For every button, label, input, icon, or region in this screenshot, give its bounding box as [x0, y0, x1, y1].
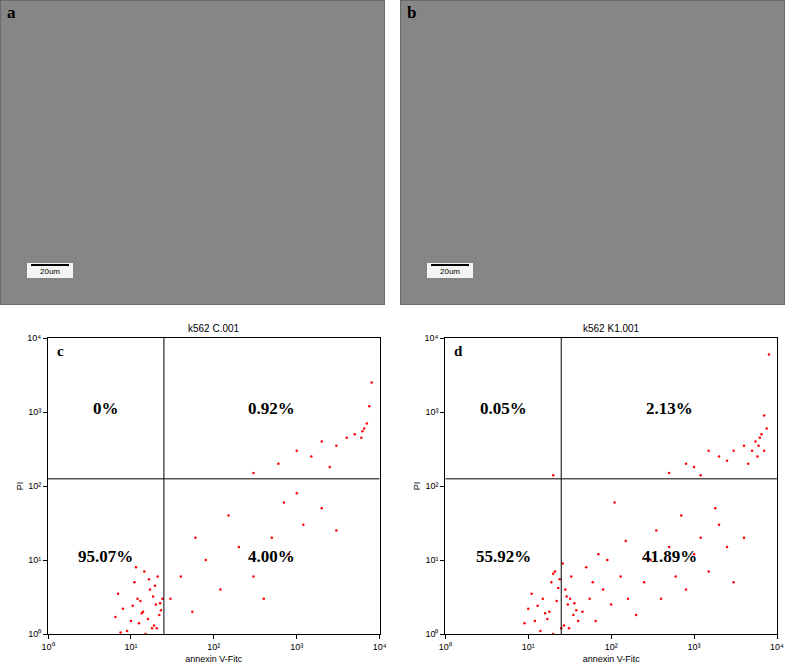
html-text:b: b [407, 3, 417, 22]
svg-text:10⁴: 10⁴ [770, 642, 784, 652]
svg-text:4.00%: 4.00% [248, 547, 295, 566]
svg-text:10⁰: 10⁰ [439, 642, 452, 652]
svg-text:10³: 10³ [290, 642, 303, 652]
svg-text:55.92%: 55.92% [476, 547, 531, 566]
svg-text:annexin V-Fitc: annexin V-Fitc [583, 654, 641, 664]
svg-text:d: d [454, 343, 463, 359]
html-text:20um: 20um [440, 267, 460, 276]
svg-text:c: c [57, 343, 64, 359]
svg-text:0.05%: 0.05% [480, 399, 527, 418]
svg-text:10²: 10² [28, 481, 41, 491]
svg-text:10¹: 10¹ [522, 642, 535, 652]
svg-text:10⁰: 10⁰ [425, 629, 438, 639]
svg-text:10³: 10³ [425, 407, 438, 417]
svg-text:k562 K1.001: k562 K1.001 [583, 323, 640, 334]
svg-text:10³: 10³ [688, 642, 701, 652]
svg-text:10⁴: 10⁴ [373, 642, 387, 652]
svg-text:95.07%: 95.07% [78, 547, 133, 566]
svg-text:0.92%: 0.92% [248, 399, 295, 418]
svg-text:10²: 10² [207, 642, 220, 652]
svg-text:10¹: 10¹ [425, 555, 438, 565]
html-text:a: a [7, 3, 16, 22]
svg-text:10⁴: 10⁴ [27, 333, 41, 343]
svg-text:k562 C.001: k562 C.001 [188, 323, 240, 334]
svg-text:PI: PI [412, 482, 422, 491]
svg-text:0%: 0% [93, 399, 119, 418]
svg-text:10²: 10² [425, 481, 438, 491]
html-text:20um: 20um [40, 267, 60, 276]
svg-text:10¹: 10¹ [28, 555, 41, 565]
svg-text:10²: 10² [605, 642, 618, 652]
svg-text:2.13%: 2.13% [646, 399, 693, 418]
svg-text:41.89%: 41.89% [642, 547, 697, 566]
svg-text:10⁴: 10⁴ [425, 333, 439, 343]
svg-text:PI: PI [15, 482, 25, 491]
svg-text:10³: 10³ [28, 407, 41, 417]
svg-text:annexin V-Fitc: annexin V-Fitc [185, 654, 243, 664]
svg-text:10⁰: 10⁰ [41, 642, 54, 652]
svg-text:10⁰: 10⁰ [28, 629, 41, 639]
svg-text:10¹: 10¹ [124, 642, 137, 652]
